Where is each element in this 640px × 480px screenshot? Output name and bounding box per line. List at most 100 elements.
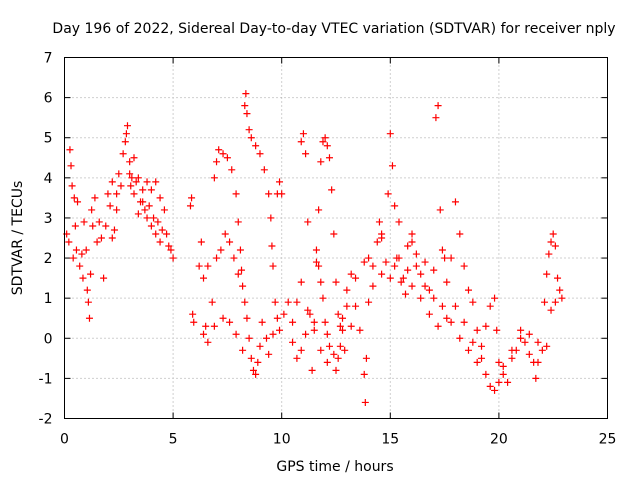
data-point-marker: [130, 190, 138, 198]
data-point-marker: [85, 314, 93, 322]
data-point-marker: [188, 194, 196, 202]
data-point-marker: [434, 102, 442, 110]
data-point-marker: [265, 350, 273, 358]
data-point-marker: [87, 270, 95, 278]
data-point-marker: [332, 278, 340, 286]
data-point-marker: [223, 154, 231, 162]
data-point-marker: [306, 310, 314, 318]
data-point-marker: [102, 222, 110, 230]
data-point-marker: [132, 178, 140, 186]
data-point-marker: [221, 230, 229, 238]
data-point-marker: [276, 326, 284, 334]
data-point-marker: [156, 194, 164, 202]
data-point-marker: [204, 262, 212, 270]
data-point-marker: [68, 182, 76, 190]
data-point-marker: [395, 254, 403, 262]
data-point-marker: [482, 322, 490, 330]
data-point-marker: [145, 202, 153, 210]
data-point-marker: [152, 178, 160, 186]
data-point-marker: [397, 278, 405, 286]
data-point-marker: [302, 330, 310, 338]
data-point-marker: [126, 158, 134, 166]
data-point-marker: [278, 190, 286, 198]
data-point-marker: [113, 190, 121, 198]
data-point-marker: [378, 270, 386, 278]
data-point-marker: [504, 378, 512, 386]
x-tick-label: 5: [169, 432, 178, 448]
data-point-marker: [110, 226, 118, 234]
data-point-marker: [312, 246, 320, 254]
data-point-marker: [152, 230, 160, 238]
data-point-marker: [451, 302, 459, 310]
data-point-marker: [541, 298, 549, 306]
data-point-marker: [271, 298, 279, 306]
data-point-marker: [258, 318, 266, 326]
data-point-marker: [121, 138, 129, 146]
data-point-marker: [534, 338, 542, 346]
data-point-marker: [297, 278, 305, 286]
data-point-marker: [412, 262, 420, 270]
data-point-marker: [478, 342, 486, 350]
data-point-marker: [293, 354, 301, 362]
data-point-marker: [210, 174, 218, 182]
data-point-marker: [150, 214, 158, 222]
data-point-marker: [210, 322, 218, 330]
data-point-marker: [549, 230, 557, 238]
data-point-marker: [325, 342, 333, 350]
data-series-sdtvar: [63, 90, 566, 406]
data-point-marker: [451, 198, 459, 206]
x-tick-label: 15: [381, 432, 399, 448]
data-point-marker: [260, 166, 268, 174]
data-point-marker: [163, 230, 171, 238]
data-point-marker: [310, 326, 318, 334]
data-point-marker: [469, 298, 477, 306]
data-point-marker: [67, 162, 75, 170]
data-point-marker: [352, 302, 360, 310]
data-point-marker: [323, 142, 331, 150]
data-point-marker: [315, 262, 323, 270]
data-point-marker: [304, 306, 312, 314]
data-point-marker: [200, 330, 208, 338]
data-point-marker: [321, 134, 329, 142]
data-point-marker: [473, 358, 481, 366]
data-point-marker: [543, 342, 551, 350]
data-point-marker: [147, 186, 155, 194]
data-point-marker: [508, 346, 516, 354]
data-point-marker: [230, 254, 238, 262]
y-tick-label: 6: [44, 91, 53, 107]
data-point-marker: [83, 286, 91, 294]
data-point-marker: [315, 206, 323, 214]
data-point-marker: [106, 202, 114, 210]
data-point-marker: [499, 370, 507, 378]
grid-lines: [64, 57, 608, 419]
data-point-marker: [391, 202, 399, 210]
data-point-marker: [302, 150, 310, 158]
data-point-marker: [408, 282, 416, 290]
data-point-marker: [289, 338, 297, 346]
data-point-marker: [70, 194, 78, 202]
data-point-marker: [360, 370, 368, 378]
data-point-marker: [297, 138, 305, 146]
data-point-marker: [341, 346, 349, 354]
data-point-marker: [228, 166, 236, 174]
data-point-marker: [234, 270, 242, 278]
data-point-marker: [154, 218, 162, 226]
data-point-marker: [160, 206, 168, 214]
data-point-marker: [123, 122, 131, 130]
data-point-marker: [491, 386, 499, 394]
data-point-marker: [213, 158, 221, 166]
data-point-marker: [369, 282, 377, 290]
data-point-marker: [158, 226, 166, 234]
data-point-marker: [430, 294, 438, 302]
data-point-marker: [525, 350, 533, 358]
data-point-marker: [499, 362, 507, 370]
data-point-marker: [280, 310, 288, 318]
y-axis-title: SDTVAR / TECUs: [10, 181, 26, 296]
data-point-marker: [334, 310, 342, 318]
data-point-marker: [238, 266, 246, 274]
data-point-marker: [386, 274, 394, 282]
y-tick-label: 1: [44, 291, 53, 307]
data-point-marker: [412, 250, 420, 258]
data-point-marker: [88, 206, 96, 214]
